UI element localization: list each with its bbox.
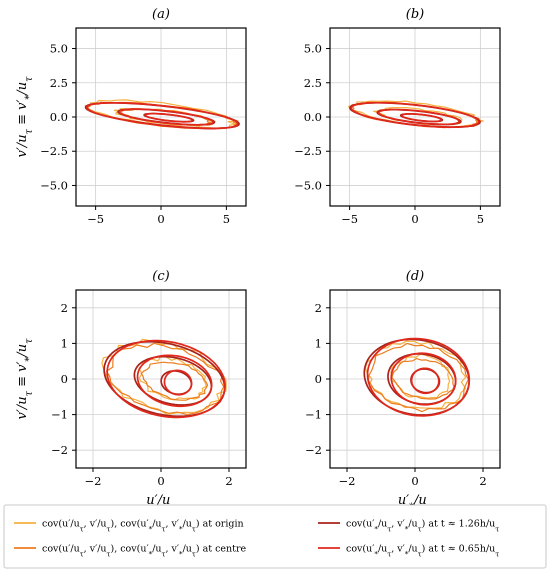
y-tick-label: −1	[51, 408, 68, 422]
y-tick-label: 5.0	[50, 42, 68, 56]
x-tick-label: −2	[339, 474, 356, 488]
contour-t_065	[410, 367, 440, 395]
contour-t_065	[144, 112, 194, 123]
y-tick-label: −2	[305, 443, 322, 457]
contours	[84, 99, 240, 130]
legend-label: cov(u′*/uτ, v′*/uτ) at t ≈ 1.26h/uτ	[346, 519, 499, 534]
legend-item-t_126: cov(u′*/uτ, v′*/uτ) at t ≈ 1.26h/uτ	[318, 519, 499, 534]
contour-t_126	[133, 355, 213, 406]
contour-t_065	[401, 113, 442, 123]
grid	[330, 28, 500, 206]
x-tick-label: 5	[223, 212, 230, 226]
legend-item-origin: cov(u′/uτ, v′/uτ), cov(u′*/uτ, v′*/uτ) a…	[14, 519, 244, 534]
grid	[76, 290, 246, 468]
contour-centre	[391, 357, 455, 400]
contour-t_065	[366, 337, 471, 417]
contour-t_065	[163, 369, 193, 396]
contour-t_065	[377, 108, 461, 126]
contour-t_065	[118, 108, 214, 126]
panel-label: (c)	[152, 269, 169, 284]
panel-label: (d)	[406, 269, 424, 284]
y-axis-label: v′/uτ ≡ v′*/uτ	[15, 338, 35, 420]
y-tick-label: 1	[315, 336, 322, 350]
y-tick-label: 5.0	[304, 42, 322, 56]
contour-t_065	[136, 354, 213, 408]
y-tick-label: 2.5	[50, 76, 68, 90]
contour-centre	[105, 342, 225, 416]
panel-a: −5 0 5 −5.0 −2.5 0.0 2.5 5.0 (a) v′/uτ ≡ v′*/uτ	[15, 7, 247, 226]
legend-box	[3, 504, 547, 569]
panels: −5 0 5−5.0−2.50.02.55.0(a)v′/uτ ≡ v′*/uτ−5…	[15, 7, 501, 513]
y-tick-label: −1	[305, 408, 322, 422]
y-tick-label: 2	[61, 301, 68, 315]
y-tick-label: 0	[315, 372, 322, 386]
contours	[363, 337, 471, 417]
contour-t_065	[350, 101, 480, 129]
contour-t_065	[390, 352, 457, 406]
y-tick-label: 0.0	[50, 110, 68, 124]
contours	[101, 338, 227, 419]
y-tick-label: 2.5	[304, 76, 322, 90]
legend-item-centre: cov(u′/uτ, v′/uτ), cov(u′*/uτ, v′*/uτ) a…	[14, 544, 247, 559]
x-tick-label: 5	[477, 212, 484, 226]
x-tick-label: 0	[157, 474, 164, 488]
legend: cov(u′/uτ, v′/uτ), cov(u′*/uτ, v′*/uτ) a…	[3, 504, 547, 569]
contour-origin	[101, 338, 227, 416]
y-tick-label: −5.0	[40, 178, 68, 192]
x-tick-label: 0	[411, 212, 418, 226]
panel-label: (b)	[406, 7, 424, 22]
grid	[330, 290, 500, 468]
contours	[348, 100, 484, 129]
y-axis-label: v′/uτ ≡ v′*/uτ	[15, 76, 35, 158]
y-tick-label: −5.0	[294, 178, 322, 192]
contour-t_065	[86, 101, 239, 130]
legend-item-t_065: cov(u′*/uτ, v′*/uτ) at t ≈ 0.65h/uτ	[318, 544, 499, 559]
contour-centre	[140, 361, 209, 401]
panel-b: −5 0 5 −5.0 −2.5 0.0 2.5 5.0 (b)	[294, 7, 501, 226]
x-tick-label: −2	[85, 474, 102, 488]
legend-label: cov(u′/uτ, v′/uτ), cov(u′*/uτ, v′*/uτ) a…	[42, 519, 244, 534]
legend-label: cov(u′*/uτ, v′*/uτ) at t ≈ 0.65h/uτ	[346, 544, 499, 559]
y-tick-label: 2	[315, 301, 322, 315]
y-tick-label: −2	[51, 443, 68, 457]
x-tick-label: 0	[411, 474, 418, 488]
x-tick-label: 0	[157, 212, 164, 226]
x-tick-label: −5	[341, 212, 358, 226]
y-tick-label: −2.5	[294, 144, 322, 158]
contour-origin	[138, 356, 207, 401]
x-tick-label: 2	[225, 474, 232, 488]
y-tick-label: −2.5	[40, 144, 68, 158]
panel-label: (a)	[152, 7, 170, 22]
contour-t_065	[106, 339, 226, 419]
y-tick-label: 0.0	[304, 110, 322, 124]
contour-centre	[367, 342, 469, 413]
legend-label: cov(u′/uτ, v′/uτ), cov(u′*/uτ, v′*/uτ) a…	[42, 544, 247, 559]
x-tick-label: 2	[479, 474, 486, 488]
x-tick-label: −5	[87, 212, 104, 226]
y-tick-label: 1	[61, 336, 68, 350]
y-tick-label: 0	[61, 372, 68, 386]
grid	[76, 28, 246, 206]
